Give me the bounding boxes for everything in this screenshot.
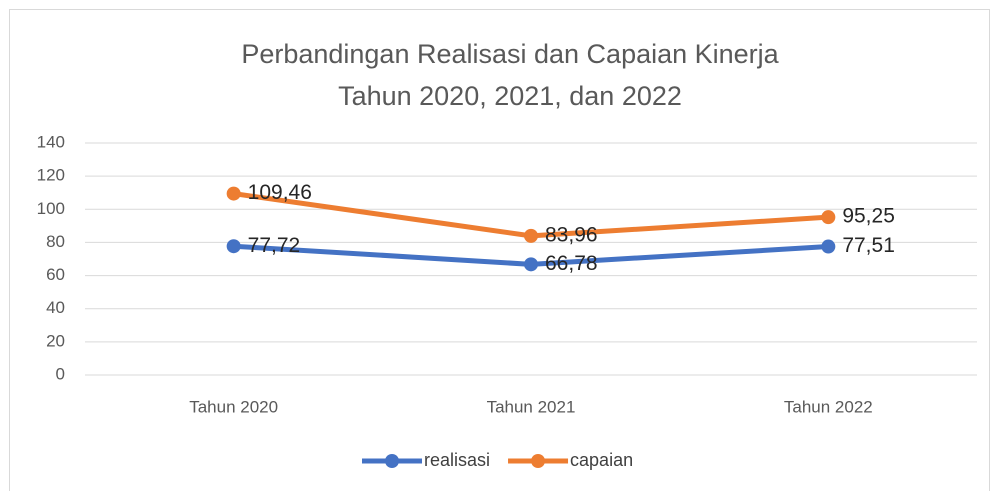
data-point: [821, 239, 836, 254]
y-tick-label: 80: [46, 232, 65, 251]
data-label: 109,46: [248, 181, 312, 204]
y-tick-label: 20: [46, 331, 65, 350]
y-tick-label: 0: [56, 364, 65, 383]
x-tick-label: Tahun 2020: [189, 397, 278, 416]
chart-subtitle: Tahun 2020, 2021, dan 2022: [338, 81, 682, 111]
data-label: 66,78: [545, 252, 598, 275]
data-label: 83,96: [545, 223, 598, 246]
y-tick-label: 100: [37, 199, 65, 218]
legend-marker: [385, 454, 399, 468]
data-point: [524, 228, 538, 243]
data-label: 77,51: [842, 234, 895, 257]
data-label: 95,25: [842, 205, 895, 228]
x-tick-label: Tahun 2021: [487, 397, 576, 416]
data-point: [524, 257, 538, 272]
y-tick-label: 140: [37, 132, 65, 151]
y-tick-label: 120: [37, 166, 65, 185]
chart-title: Perbandingan Realisasi dan Capaian Kiner…: [241, 39, 779, 69]
legend-label: realisasi: [424, 450, 490, 470]
y-tick-label: 40: [46, 298, 65, 317]
legend-label: capaian: [570, 450, 633, 470]
y-tick-label: 60: [46, 265, 65, 284]
x-tick-label: Tahun 2022: [784, 397, 873, 416]
data-point: [226, 239, 241, 254]
data-point: [821, 210, 836, 225]
legend-marker: [531, 454, 546, 468]
data-label: 77,72: [248, 234, 301, 257]
data-point: [226, 186, 241, 201]
